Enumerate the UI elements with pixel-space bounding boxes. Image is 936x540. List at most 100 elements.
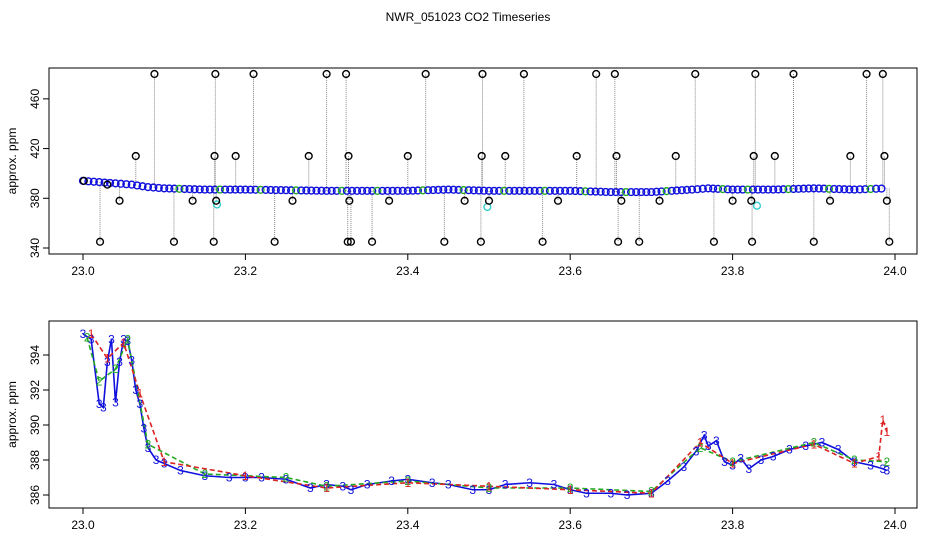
series-point-3: 3 — [445, 478, 452, 492]
series-point-3: 3 — [100, 401, 107, 415]
y-tick-label: 394 — [28, 345, 42, 365]
outlier-point — [169, 237, 179, 246]
outlier-point — [789, 69, 798, 79]
outlier-point — [809, 237, 818, 246]
data-point — [459, 185, 468, 195]
data-point — [738, 185, 747, 194]
x-tick-label: 23.2 — [234, 264, 258, 278]
y-tick-label: 460 — [28, 89, 42, 109]
y-axis-label: approx. ppm — [5, 381, 19, 448]
data-point — [332, 186, 341, 195]
series-point-1: 1 — [104, 352, 111, 366]
series-point-3: 3 — [770, 450, 777, 464]
data-point — [226, 185, 235, 194]
data-point — [271, 185, 280, 195]
data-point — [693, 185, 702, 194]
y-tick-label: 380 — [28, 188, 42, 208]
series-point-3: 3 — [786, 443, 793, 457]
x-tick-label: 23.8 — [721, 518, 745, 532]
outlier-point — [749, 151, 758, 161]
series-point-3: 3 — [348, 483, 355, 497]
data-point — [530, 186, 539, 195]
data-point — [667, 186, 676, 195]
series-point-3: 3 — [851, 455, 858, 469]
data-point — [774, 185, 783, 194]
y-tick-label: 388 — [28, 450, 42, 470]
series-point-3: 3 — [339, 479, 346, 493]
outlier-point — [880, 151, 889, 161]
series-point-3: 3 — [258, 471, 265, 485]
data-point — [256, 185, 265, 194]
series-point-3: 3 — [136, 397, 143, 411]
series-point-2: 2 — [112, 362, 119, 376]
outlier-point — [270, 237, 279, 246]
data-point — [127, 180, 136, 189]
data-point — [535, 186, 544, 195]
data-point — [709, 184, 718, 193]
series-point-1: 1 — [136, 387, 143, 401]
data-point — [317, 186, 326, 195]
data-point — [383, 186, 392, 195]
data-point — [281, 186, 291, 195]
top-panel: 23.0 23.2 23.4 23.6 23.8 24.0 340 380 420 460 appr… — [5, 67, 918, 278]
series-point-1: 1 — [851, 457, 858, 471]
data-point — [500, 186, 509, 195]
data-point — [616, 187, 626, 197]
flagged-point — [752, 201, 762, 210]
bottom-panel: 23.0 23.2 23.4 23.6 23.8 24.0 386 388 390 392 394 a… — [5, 320, 918, 532]
data-point — [877, 184, 886, 193]
series-point-2: 2 — [283, 471, 290, 485]
data-point — [122, 180, 131, 189]
series-point-3: 3 — [120, 332, 127, 346]
data-point — [205, 185, 214, 194]
data-point — [89, 177, 98, 186]
series-point-3: 3 — [96, 397, 103, 411]
data-point — [403, 186, 412, 195]
data-point — [185, 185, 194, 194]
data-point — [829, 184, 839, 194]
data-point — [133, 181, 142, 190]
series-point-2: 2 — [145, 437, 152, 451]
data-point — [753, 185, 763, 194]
y-tick-label: 420 — [28, 138, 42, 158]
x-tick-label: 23.6 — [559, 264, 583, 278]
series-point-3: 3 — [112, 395, 119, 409]
series-point-3: 3 — [835, 443, 842, 457]
outlier-point — [460, 196, 469, 205]
y-tick-label: 386 — [28, 485, 42, 505]
series-point-3: 3 — [153, 453, 160, 467]
series-point-3: 3 — [693, 444, 700, 458]
data-point — [809, 184, 818, 193]
data-point — [545, 186, 555, 195]
outlier-point — [341, 69, 351, 79]
outlier-point — [747, 196, 756, 205]
data-point — [682, 185, 692, 194]
outlier-point — [846, 151, 855, 161]
outlier-point — [728, 196, 737, 205]
outlier-point — [440, 237, 449, 246]
data-point — [657, 187, 666, 196]
data-point — [307, 186, 316, 195]
data-point — [111, 179, 120, 188]
data-point — [566, 186, 575, 195]
outlier-point — [612, 151, 621, 161]
data-point — [241, 185, 250, 194]
data-point — [160, 184, 169, 193]
data-point — [449, 185, 458, 194]
chart-title: NWR_051023 CO2 Timeseries — [385, 10, 551, 24]
series-point-2: 2 — [567, 481, 574, 495]
data-point — [662, 187, 671, 196]
series-point-3: 3 — [201, 469, 208, 483]
x-tick-label: 23.0 — [71, 518, 95, 532]
data-point — [358, 186, 367, 195]
series-point-3: 3 — [729, 458, 736, 472]
data-point — [418, 186, 428, 195]
series-point-2: 2 — [884, 455, 891, 469]
series-point-3: 3 — [879, 462, 886, 476]
series-point-2: 2 — [404, 474, 411, 488]
series-point-3: 3 — [364, 478, 371, 492]
outlier-point — [150, 69, 159, 79]
data-point — [342, 186, 352, 195]
data-point — [642, 187, 651, 197]
series-point-3: 3 — [283, 472, 290, 486]
